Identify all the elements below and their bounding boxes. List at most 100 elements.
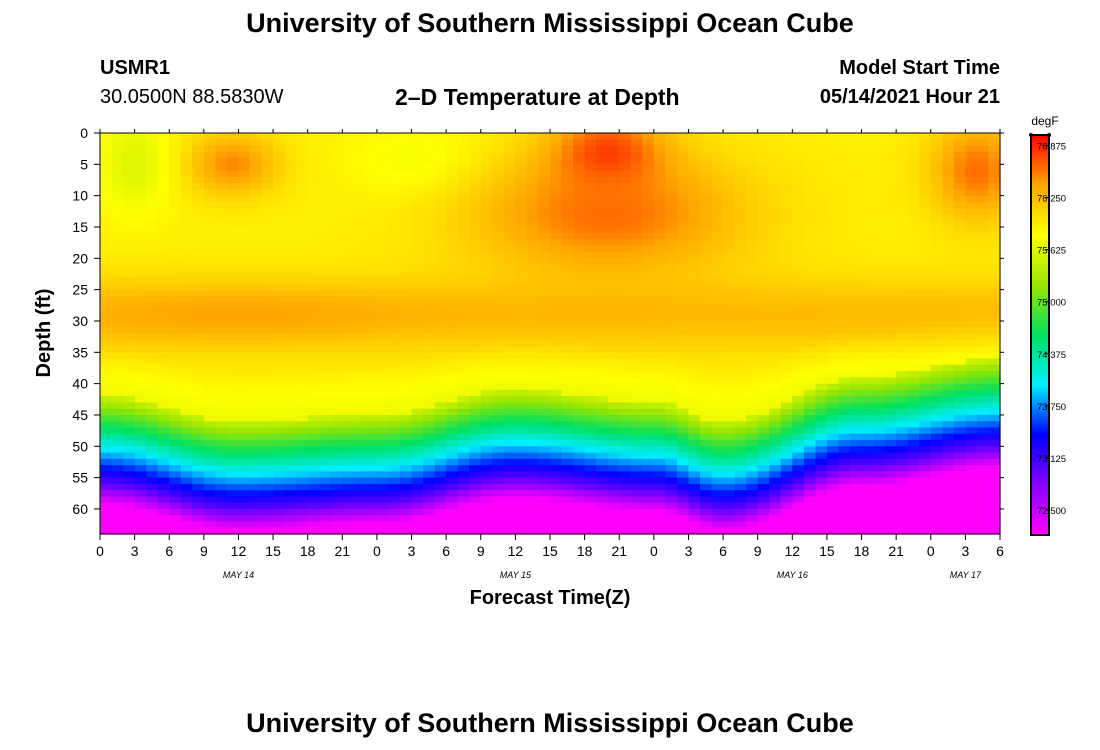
heatmap-cell <box>250 145 263 153</box>
heatmap-cell <box>711 496 724 504</box>
heatmap-cell <box>296 440 309 447</box>
heatmap-cell <box>711 358 724 366</box>
heatmap-cell <box>711 220 724 228</box>
heatmap-cell <box>134 139 147 147</box>
heatmap-cell <box>919 158 932 165</box>
heatmap-cell <box>573 314 586 322</box>
heatmap-cell <box>146 264 159 272</box>
heatmap-cell <box>988 195 1001 203</box>
heatmap-cell <box>780 490 793 498</box>
heatmap-cell <box>250 252 263 259</box>
heatmap-cell <box>723 364 736 372</box>
heatmap-cell <box>215 239 228 247</box>
heatmap-cell <box>942 308 955 316</box>
heatmap-cell <box>157 239 170 247</box>
heatmap-cell <box>411 483 424 491</box>
heatmap-cell <box>607 446 620 454</box>
heatmap-cell <box>353 465 366 472</box>
heatmap-cell <box>619 452 632 460</box>
heatmap-cell <box>792 314 805 322</box>
heatmap-cell <box>630 214 643 222</box>
heatmap-cell <box>192 408 205 416</box>
heatmap-cell <box>896 283 909 291</box>
heatmap-cell <box>930 402 943 410</box>
heatmap-cell <box>423 327 436 335</box>
heatmap-cell <box>757 208 770 216</box>
heatmap-cell <box>711 477 724 485</box>
heatmap-cell <box>884 433 897 441</box>
heatmap-cell <box>642 465 655 472</box>
heatmap-cell <box>307 389 320 397</box>
heatmap-cell <box>226 458 240 466</box>
heatmap-cell <box>550 270 563 278</box>
heatmap-cell <box>676 527 690 535</box>
heatmap-cell <box>157 333 170 341</box>
heatmap-cell <box>873 164 886 172</box>
heatmap-cell <box>861 314 874 322</box>
heatmap-cell <box>838 133 851 140</box>
heatmap-cell <box>353 320 366 328</box>
heatmap-cell <box>457 414 470 422</box>
heatmap-cell <box>111 239 124 247</box>
heatmap-cell <box>653 289 666 297</box>
heatmap-cell <box>307 320 320 328</box>
heatmap-cell <box>296 139 309 147</box>
heatmap-cell <box>561 239 574 247</box>
heatmap-cell <box>146 496 159 504</box>
heatmap-cell <box>896 508 909 516</box>
heatmap-cell <box>953 158 966 165</box>
heatmap-cell <box>700 421 713 429</box>
heatmap-cell <box>688 289 701 297</box>
heatmap-cell <box>238 471 251 479</box>
heatmap-cell <box>780 295 793 303</box>
heatmap-cell <box>976 408 990 416</box>
heatmap-cell <box>711 446 724 454</box>
heatmap-cell <box>746 252 759 259</box>
heatmap-cell <box>942 483 955 491</box>
heatmap-cell <box>780 252 793 259</box>
heatmap-cell <box>180 477 193 485</box>
heatmap-cell <box>469 233 482 241</box>
heatmap-cell <box>965 208 978 216</box>
heatmap-cell <box>769 427 782 435</box>
heatmap-cell <box>665 233 678 241</box>
heatmap-cell <box>803 183 816 190</box>
heatmap-cell <box>930 446 943 454</box>
heatmap-cell <box>296 295 309 303</box>
heatmap-cell <box>515 502 528 510</box>
heatmap-cell <box>803 358 816 366</box>
heatmap-cell <box>746 258 759 266</box>
heatmap-cell <box>942 264 955 272</box>
heatmap-cell <box>780 521 793 529</box>
heatmap-cell <box>965 402 978 410</box>
heatmap-cell <box>203 302 216 310</box>
heatmap-cell <box>630 515 643 523</box>
heatmap-cell <box>296 302 309 310</box>
heatmap-cell <box>342 302 355 310</box>
heatmap-cell <box>261 283 274 291</box>
heatmap-cell <box>538 414 551 422</box>
heatmap-cell <box>757 427 770 435</box>
heatmap-cell <box>215 277 228 284</box>
heatmap-cell <box>907 233 920 241</box>
heatmap-cell <box>550 458 563 466</box>
heatmap-cell <box>388 389 401 397</box>
heatmap-cell <box>515 389 528 397</box>
heatmap-cell <box>584 176 597 184</box>
heatmap-cell <box>480 139 493 147</box>
heatmap-cell <box>976 527 990 535</box>
heatmap-cell <box>307 314 320 322</box>
heatmap-cell <box>261 414 274 422</box>
heatmap-cell <box>930 170 943 178</box>
heatmap-cell <box>388 490 401 498</box>
heatmap-cell <box>261 433 274 441</box>
heatmap-cell <box>676 483 690 491</box>
heatmap-cell <box>700 477 713 485</box>
heatmap-cell <box>169 364 182 372</box>
heatmap-cell <box>700 245 713 253</box>
heatmap-cell <box>630 508 643 516</box>
heatmap-cell <box>169 477 182 485</box>
heatmap-cell <box>792 283 805 291</box>
heatmap-cell <box>873 158 886 165</box>
heatmap-cell <box>226 239 240 247</box>
